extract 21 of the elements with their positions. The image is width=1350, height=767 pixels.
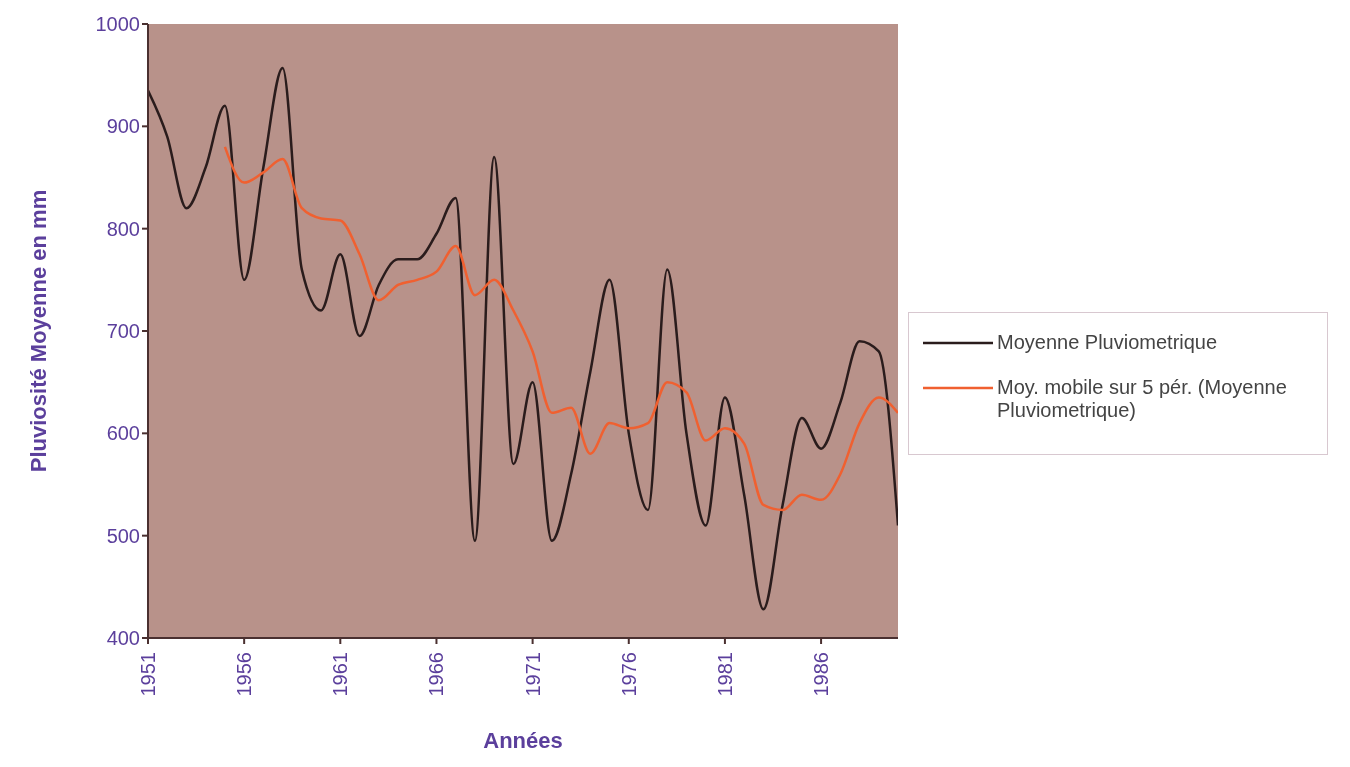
legend-label: Moyenne Pluviometrique xyxy=(997,330,1219,354)
line-series xyxy=(148,66,898,611)
legend-label: Moy. mobile sur 5 pér. (Moyenne Pluviometrique) xyxy=(997,375,1288,422)
x-tick-label: 1956 xyxy=(233,652,256,697)
x-tick-label: 1961 xyxy=(329,652,352,697)
x-tick-label: 1971 xyxy=(521,652,544,697)
y-tick-label: 400 xyxy=(106,627,140,650)
y-tick-label: 700 xyxy=(106,320,140,343)
x-tick-label: 1981 xyxy=(713,652,736,697)
line-series xyxy=(223,145,898,512)
y-tick-label: 800 xyxy=(106,217,140,240)
x-tick-label: 1986 xyxy=(810,652,833,697)
y-tick-label: 900 xyxy=(106,115,140,138)
x-axis-title: Années xyxy=(483,728,563,753)
x-tick-label: 1976 xyxy=(617,652,640,697)
y-tick-label: 1000 xyxy=(95,13,140,36)
y-tick-label: 600 xyxy=(106,422,140,445)
x-tick-label: 1951 xyxy=(137,652,159,697)
x-tick-label: 1966 xyxy=(425,652,448,697)
y-tick-label: 500 xyxy=(106,524,140,547)
y-axis-title: Pluviosité Moyenne en mm xyxy=(25,189,51,473)
